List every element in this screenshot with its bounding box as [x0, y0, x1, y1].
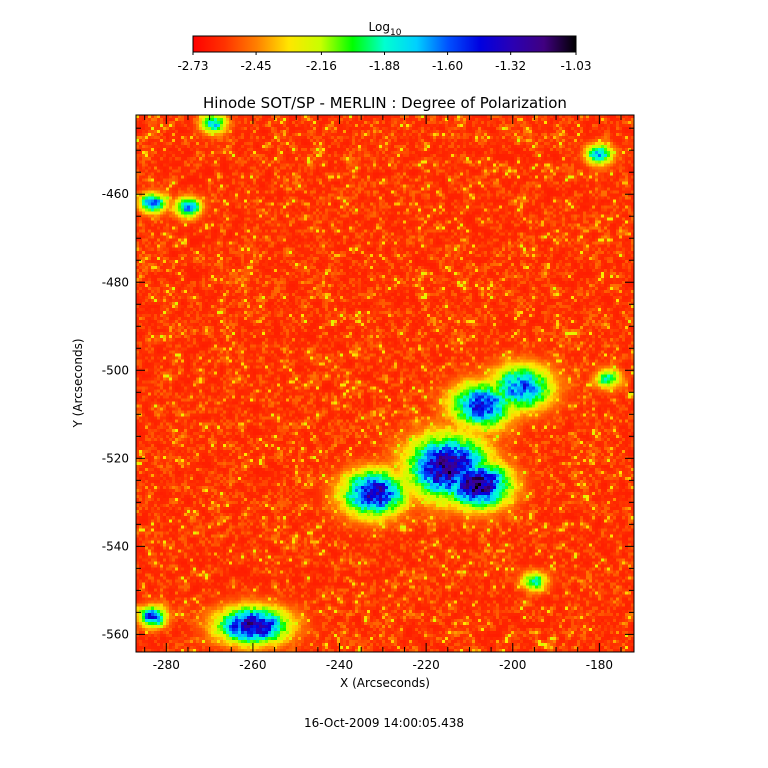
plot-frame [135, 114, 635, 653]
y-tick-label: -520 [102, 451, 129, 465]
colorbar-strip [192, 35, 577, 53]
x-tick-label: -180 [586, 658, 613, 672]
colorbar-ticks: -2.73 -2.45 -2.16 -1.88 -1.60 -1.32 -1.03 [177, 52, 592, 73]
y-tick-label: -540 [102, 539, 129, 553]
colorbar-label-subscript: 10 [390, 28, 402, 38]
x-tick-label: -240 [326, 658, 353, 672]
y-axis-title: Y (Arcseconds) [71, 338, 85, 428]
x-tick-label: -260 [239, 658, 266, 672]
axis-ticks: -280 -260 -240 -220 -200 -180 -460 -480 -500 -520… [102, 115, 634, 672]
plot-area: -280 -260 -240 -220 -200 -180 -460 -480 -500 -520… [102, 114, 635, 672]
colorbar-tick-label: -2.73 [177, 59, 208, 73]
colorbar-tick-label: -1.32 [495, 59, 526, 73]
colorbar-tick-label: -1.60 [432, 59, 463, 73]
y-tick-label: -480 [102, 275, 129, 289]
y-tick-label: -500 [102, 363, 129, 377]
colorbar-tick-label: -2.16 [306, 59, 337, 73]
timestamp: 16-Oct-2009 14:00:05.438 [304, 716, 464, 730]
y-tick-label: -560 [102, 627, 129, 641]
colorbar-tick-label: -1.88 [369, 59, 400, 73]
x-tick-label: -200 [499, 658, 526, 672]
y-tick-label: -460 [102, 187, 129, 201]
colorbar-tick-label: -2.45 [241, 59, 272, 73]
plot-title: Hinode SOT/SP - MERLIN : Degree of Polar… [203, 94, 567, 112]
colorbar-tick-label: -1.03 [560, 59, 591, 73]
colorbar-label: Log10 [369, 20, 402, 38]
heatmap-image [136, 115, 634, 652]
x-tick-label: -220 [413, 658, 440, 672]
x-tick-label: -280 [153, 658, 180, 672]
x-axis-title: X (Arcseconds) [340, 676, 430, 690]
colorbar: Log10 -2.73 -2.45 -2.16 -1.88 -1.60 -1.32 -1.0… [177, 20, 591, 73]
